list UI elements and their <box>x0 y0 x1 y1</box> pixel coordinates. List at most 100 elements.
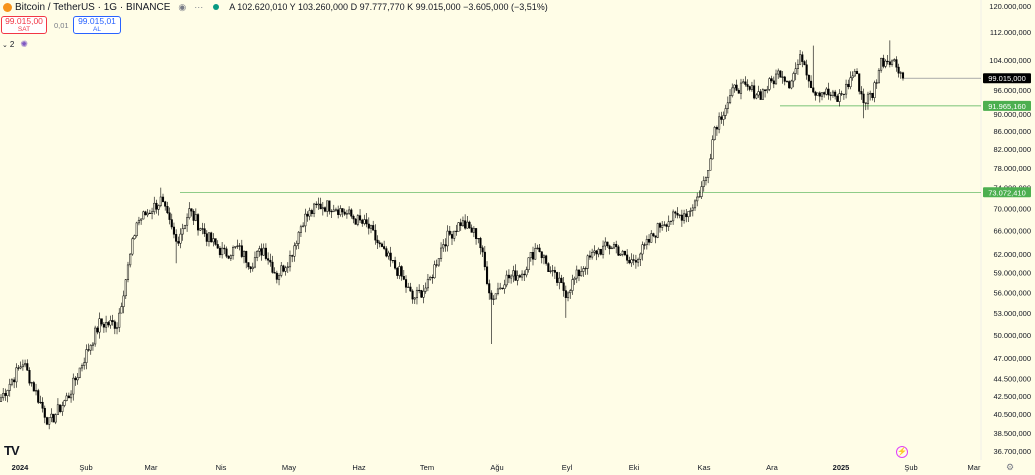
candle[interactable] <box>207 232 211 247</box>
candle[interactable] <box>492 295 495 305</box>
candle[interactable] <box>372 220 375 231</box>
candle[interactable] <box>56 398 59 415</box>
candle[interactable] <box>291 254 294 263</box>
candle[interactable] <box>477 238 480 244</box>
candle[interactable] <box>277 273 281 286</box>
candle[interactable] <box>674 210 677 219</box>
candle[interactable] <box>413 297 416 304</box>
candle[interactable] <box>466 216 469 229</box>
candle[interactable] <box>501 287 504 290</box>
candle[interactable] <box>626 249 629 264</box>
candle[interactable] <box>334 207 338 212</box>
more-icon[interactable]: ··· <box>194 2 204 12</box>
candle[interactable] <box>280 262 283 278</box>
candle[interactable] <box>842 93 845 100</box>
candle[interactable] <box>0 394 3 402</box>
candle[interactable] <box>711 135 714 160</box>
candle[interactable] <box>814 90 817 101</box>
candle[interactable] <box>886 55 889 65</box>
candle[interactable] <box>343 208 346 216</box>
candle[interactable] <box>796 59 799 75</box>
candle[interactable] <box>332 204 335 213</box>
candle[interactable] <box>855 68 859 75</box>
candle[interactable] <box>536 244 539 250</box>
candle[interactable] <box>359 209 362 223</box>
candle[interactable] <box>247 262 250 270</box>
candle[interactable] <box>118 308 121 333</box>
symbol-title[interactable]: Bitcoin / TetherUS · 1G · BINANCE <box>15 1 171 13</box>
candle[interactable] <box>823 91 826 98</box>
candle[interactable] <box>221 242 224 259</box>
candle[interactable] <box>245 250 248 269</box>
candle[interactable] <box>212 233 215 247</box>
candle[interactable] <box>696 192 699 207</box>
candle[interactable] <box>678 214 681 219</box>
candle[interactable] <box>650 230 653 243</box>
candle[interactable] <box>604 237 607 251</box>
candle[interactable] <box>177 236 180 246</box>
candle[interactable] <box>866 91 870 110</box>
candle[interactable] <box>273 267 276 274</box>
candle[interactable] <box>882 54 885 69</box>
candle[interactable] <box>48 417 51 430</box>
candle[interactable] <box>556 271 559 286</box>
candle[interactable] <box>89 344 92 355</box>
candle[interactable] <box>133 234 136 240</box>
candle[interactable] <box>702 176 705 192</box>
candle[interactable] <box>838 89 841 107</box>
candle[interactable] <box>700 181 703 199</box>
candle[interactable] <box>853 68 856 77</box>
candle[interactable] <box>159 187 162 208</box>
candle[interactable] <box>433 260 436 279</box>
candle[interactable] <box>102 322 105 333</box>
candle[interactable] <box>652 232 655 238</box>
candle[interactable] <box>210 231 213 243</box>
candle[interactable] <box>836 94 839 102</box>
candle[interactable] <box>183 224 186 230</box>
candle[interactable] <box>420 289 423 298</box>
candle[interactable] <box>634 254 637 269</box>
candle[interactable] <box>615 240 618 254</box>
candle[interactable] <box>437 258 440 267</box>
candle[interactable] <box>481 245 484 257</box>
candle[interactable] <box>242 250 246 264</box>
candle[interactable] <box>192 209 195 225</box>
candle[interactable] <box>595 250 598 261</box>
candle[interactable] <box>308 207 311 221</box>
candle[interactable] <box>628 256 631 265</box>
candle[interactable] <box>571 274 574 295</box>
eye-icon[interactable]: ◉ <box>178 1 187 12</box>
candle[interactable] <box>827 82 830 100</box>
candle[interactable] <box>755 93 758 100</box>
candle[interactable] <box>680 209 683 227</box>
tradingview-logo-icon[interactable]: TV <box>4 443 20 458</box>
candle[interactable] <box>606 241 609 248</box>
candle[interactable] <box>166 201 169 215</box>
candle[interactable] <box>733 84 736 93</box>
candle[interactable] <box>218 246 221 258</box>
candle[interactable] <box>459 218 462 231</box>
candle[interactable] <box>643 242 646 250</box>
candle[interactable] <box>59 404 62 414</box>
candle[interactable] <box>884 59 887 69</box>
candle[interactable] <box>74 376 77 386</box>
candle[interactable] <box>170 213 173 230</box>
candle[interactable] <box>665 223 668 232</box>
candle[interactable] <box>602 240 605 259</box>
candle[interactable] <box>580 266 583 277</box>
candle[interactable] <box>398 262 401 280</box>
candle[interactable] <box>140 218 143 225</box>
candle[interactable] <box>186 213 189 232</box>
candle[interactable] <box>558 272 561 290</box>
candle[interactable] <box>577 269 581 282</box>
candle[interactable] <box>76 373 79 385</box>
candle[interactable] <box>683 209 686 224</box>
candle[interactable] <box>293 242 296 262</box>
candle[interactable] <box>862 88 865 119</box>
indicators-toggle[interactable]: ⌄ 2 ✺ <box>2 39 28 50</box>
candle[interactable] <box>10 378 13 387</box>
candle[interactable] <box>350 208 353 219</box>
candle[interactable] <box>122 290 125 314</box>
candle[interactable] <box>164 200 167 211</box>
candle[interactable] <box>251 262 254 272</box>
